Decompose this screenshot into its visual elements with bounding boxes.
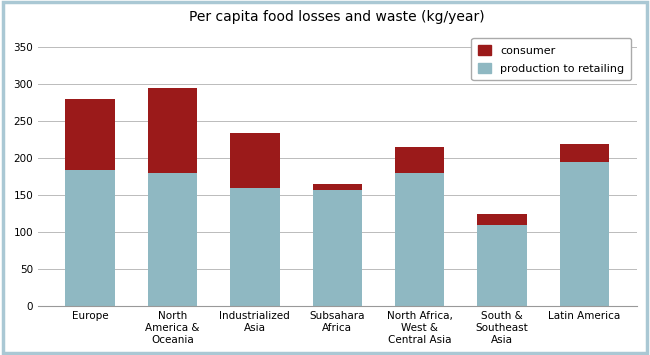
Bar bbox=[148, 173, 197, 306]
Title: Per capita food losses and waste (kg/year): Per capita food losses and waste (kg/yea… bbox=[190, 11, 485, 24]
Bar bbox=[148, 88, 197, 173]
Bar bbox=[478, 225, 527, 306]
Bar bbox=[478, 214, 527, 225]
Legend: consumer, production to retailing: consumer, production to retailing bbox=[471, 38, 631, 80]
Bar bbox=[230, 188, 280, 306]
Bar bbox=[313, 184, 362, 190]
Bar bbox=[395, 147, 445, 173]
Bar bbox=[395, 173, 445, 306]
Bar bbox=[560, 144, 609, 162]
Bar bbox=[560, 162, 609, 306]
Bar bbox=[230, 132, 280, 188]
Bar bbox=[65, 99, 114, 170]
Bar bbox=[313, 190, 362, 306]
Bar bbox=[65, 170, 114, 306]
